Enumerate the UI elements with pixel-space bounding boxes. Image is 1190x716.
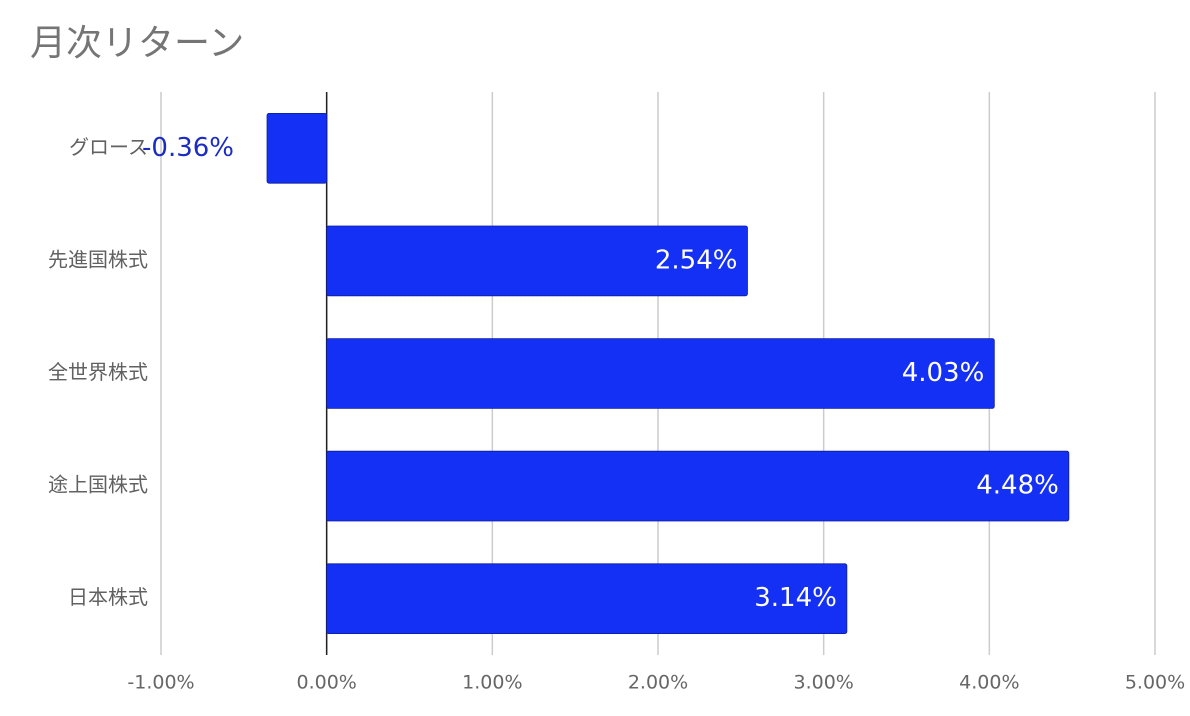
y-tick-label: 先進国株式 <box>48 247 148 271</box>
value-label: 2.54% <box>655 245 738 275</box>
x-tick-label: 2.00% <box>628 672 688 694</box>
x-tick-label: 1.00% <box>462 672 522 694</box>
y-tick-label: 途上国株式 <box>48 473 148 497</box>
x-tick-label: 0.00% <box>296 672 356 694</box>
x-tick-label: -1.00% <box>127 672 194 694</box>
x-tick-label: 5.00% <box>1125 672 1185 694</box>
bar <box>326 563 848 635</box>
value-label: 4.48% <box>976 471 1059 501</box>
bar <box>326 450 1070 522</box>
bar <box>326 338 995 409</box>
value-label: 4.03% <box>902 358 985 388</box>
value-label: 3.14% <box>754 583 837 613</box>
x-tick-label: 3.00% <box>793 672 853 694</box>
chart-title: 月次リターン <box>30 23 244 64</box>
bar <box>266 112 328 184</box>
value-label: -0.36% <box>142 133 234 163</box>
y-tick-label: 全世界株式 <box>48 360 148 384</box>
x-tick-label: 4.00% <box>959 672 1019 694</box>
y-tick-label: 日本株式 <box>68 585 148 609</box>
y-tick-label: グロース <box>69 135 148 159</box>
bar <box>326 225 748 297</box>
